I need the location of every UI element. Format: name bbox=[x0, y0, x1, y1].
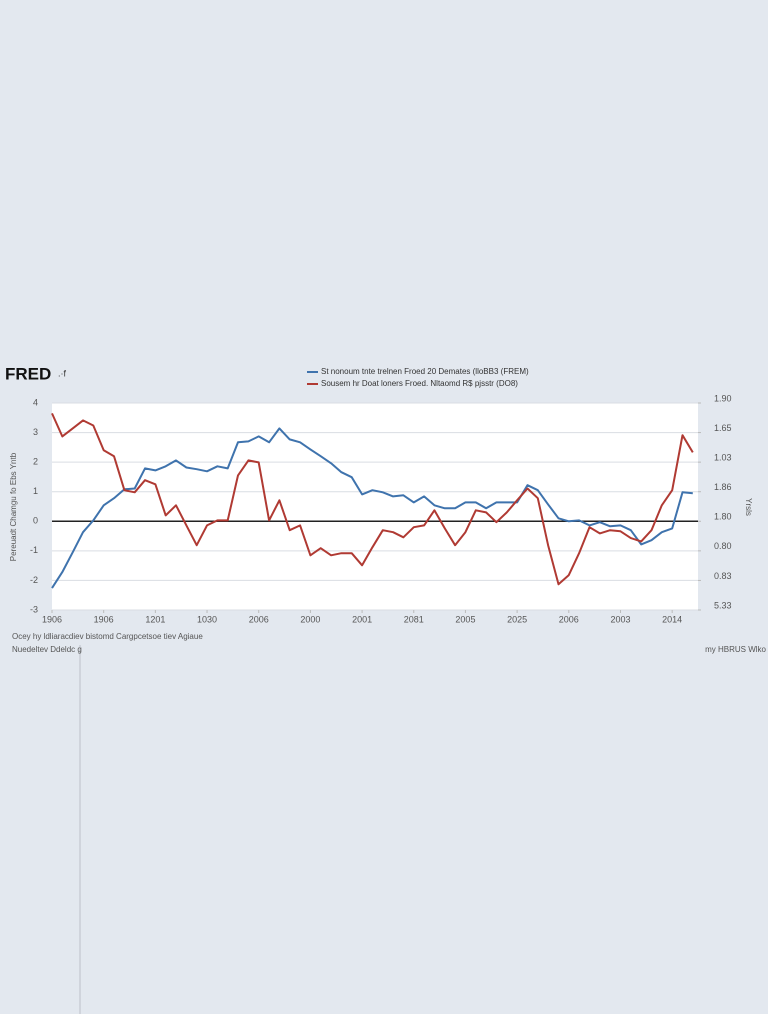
legend-label: Sousem hr Doat loners Froed. Nltaomd R$ … bbox=[321, 379, 518, 388]
note: Nuedeltev Ddeldc g bbox=[12, 645, 82, 654]
y-tick-label: -2 bbox=[30, 575, 38, 585]
x-tick-label: 2006 bbox=[249, 614, 269, 624]
logo: FRED bbox=[5, 364, 51, 383]
x-tick-label: 2000 bbox=[300, 614, 320, 624]
x-tick-label: 1906 bbox=[42, 614, 62, 624]
note: Ocey hy ldliaracdiev bistomd Cargpcetsoe… bbox=[12, 632, 203, 641]
x-tick-label: 2014 bbox=[662, 614, 682, 624]
x-tick-label: 1906 bbox=[94, 614, 114, 624]
x-tick-label: 1201 bbox=[145, 614, 165, 624]
x-tick-label: 1030 bbox=[197, 614, 217, 624]
y-tick-label: 3 bbox=[33, 427, 38, 437]
y2-tick-label: 5.33 bbox=[714, 600, 732, 610]
x-tick-label: 2003 bbox=[610, 614, 630, 624]
y-axis-label: Pereuadt Chamgu fo Ebs Yntb bbox=[9, 452, 18, 561]
plot-area bbox=[52, 403, 698, 610]
credit: my HBRUS Wlko bbox=[705, 645, 766, 654]
x-tick-label: 2081 bbox=[404, 614, 424, 624]
y2-tick-label: 0.83 bbox=[714, 571, 732, 581]
y2-tick-label: 1.90 bbox=[714, 393, 732, 403]
y2-axis-label: Yrsls bbox=[744, 498, 753, 516]
y-tick-label: -3 bbox=[30, 604, 38, 614]
x-tick-label: 2006 bbox=[559, 614, 579, 624]
x-tick-label: 2005 bbox=[455, 614, 475, 624]
y2-tick-label: 1.86 bbox=[714, 482, 732, 492]
x-tick-label: 2025 bbox=[507, 614, 527, 624]
x-tick-label: 2001 bbox=[352, 614, 372, 624]
y2-tick-label: 1.65 bbox=[714, 423, 732, 433]
legend-label: St nonoum tnte trelnen Froed 20 Demates … bbox=[321, 367, 529, 376]
y2-tick-label: 0.80 bbox=[714, 541, 732, 551]
y-tick-label: 4 bbox=[33, 397, 38, 407]
series-line bbox=[51, 427, 693, 589]
y-tick-label: 2 bbox=[33, 457, 38, 467]
y2-tick-label: 1.80 bbox=[714, 512, 732, 522]
series-line bbox=[51, 412, 694, 586]
logo-mark: .·f bbox=[58, 368, 66, 378]
y-tick-label: 1 bbox=[33, 486, 38, 496]
y-tick-label: -1 bbox=[30, 545, 38, 555]
y-tick-label: 0 bbox=[33, 516, 38, 526]
y2-tick-label: 1.03 bbox=[714, 453, 732, 463]
